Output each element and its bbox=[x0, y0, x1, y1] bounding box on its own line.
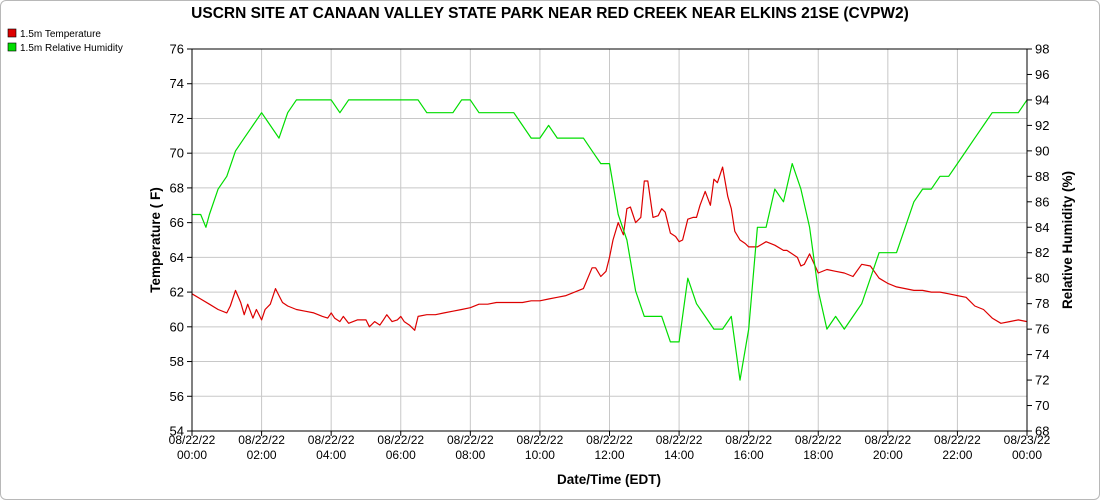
x-tick-label-time: 20:00 bbox=[873, 448, 903, 462]
y-tick-label-right: 84 bbox=[1035, 220, 1049, 235]
x-tick-label-date: 08/22/22 bbox=[934, 433, 981, 447]
x-tick-label-time: 14:00 bbox=[664, 448, 694, 462]
y-tick-label-left: 58 bbox=[170, 354, 184, 369]
y-tick-label-right: 88 bbox=[1035, 169, 1049, 184]
grid bbox=[191, 48, 1028, 432]
y-tick-label-right: 96 bbox=[1035, 67, 1049, 82]
x-tick-label-time: 02:00 bbox=[247, 448, 277, 462]
y-tick-label-left: 60 bbox=[170, 319, 184, 334]
y-tick-label-left: 74 bbox=[170, 76, 184, 91]
series-lines bbox=[191, 99, 1028, 381]
x-tick-label-time: 04:00 bbox=[316, 448, 346, 462]
y-tick-label-left: 64 bbox=[170, 250, 184, 265]
y-axis-label-right: Relative Humidity (%) bbox=[1060, 171, 1075, 309]
x-ticks: 08/22/2200:0008/22/2202:0008/22/2204:000… bbox=[169, 431, 1051, 462]
y-tick-label-right: 92 bbox=[1035, 118, 1049, 133]
y-ticks-left: 54 56 58 60 62 64 66 68 70 72 74 76 bbox=[170, 42, 192, 439]
y-tick-label-right: 80 bbox=[1035, 271, 1049, 286]
y-tick-label-left: 56 bbox=[170, 389, 184, 404]
legend-label-humidity: 1.5m Relative Humidity bbox=[20, 43, 123, 54]
y-tick-label-left: 70 bbox=[170, 146, 184, 161]
x-tick-label-time: 00:00 bbox=[177, 448, 207, 462]
x-tick-label-time: 10:00 bbox=[525, 448, 555, 462]
y-tick-label-right: 68 bbox=[1035, 424, 1049, 439]
y-tick-label-left: 68 bbox=[170, 180, 184, 195]
y-tick-label-left: 76 bbox=[170, 42, 184, 57]
x-tick-label-date: 08/22/22 bbox=[864, 433, 911, 447]
series-line-humidity bbox=[192, 99, 1028, 381]
x-tick-label-time: 22:00 bbox=[942, 448, 972, 462]
y-tick-label-right: 90 bbox=[1035, 143, 1049, 158]
y-tick-label-left: 54 bbox=[170, 424, 184, 439]
x-tick-label-time: 08:00 bbox=[455, 448, 485, 462]
x-tick-label-date: 08/22/22 bbox=[447, 433, 494, 447]
x-tick-label-date: 08/22/22 bbox=[725, 433, 772, 447]
legend: 1.5m Temperature 1.5m Relative Humidity bbox=[7, 28, 123, 54]
x-tick-label-date: 08/22/22 bbox=[656, 433, 703, 447]
x-tick-label-date: 08/23/22 bbox=[1004, 433, 1051, 447]
y-tick-label-right: 94 bbox=[1035, 92, 1049, 107]
y-tick-label-left: 66 bbox=[170, 215, 184, 230]
y-tick-label-right: 70 bbox=[1035, 398, 1049, 413]
x-tick-label-date: 08/22/22 bbox=[795, 433, 842, 447]
y-tick-label-right: 76 bbox=[1035, 322, 1049, 337]
x-tick-label-date: 08/22/22 bbox=[517, 433, 564, 447]
x-tick-label-time: 18:00 bbox=[803, 448, 833, 462]
chart-title: USCRN SITE AT CANAAN VALLEY STATE PARK N… bbox=[191, 5, 909, 22]
y-tick-label-left: 62 bbox=[170, 285, 184, 300]
y-tick-label-right: 86 bbox=[1035, 194, 1049, 209]
series-line-temperature bbox=[191, 166, 1028, 331]
y-tick-label-right: 78 bbox=[1035, 296, 1049, 311]
y-tick-label-right: 74 bbox=[1035, 347, 1049, 362]
x-tick-label-date: 08/22/22 bbox=[586, 433, 633, 447]
y-axis-label-left: Temperature ( F) bbox=[148, 187, 163, 293]
plot-area-border bbox=[191, 48, 1028, 432]
x-tick-label-date: 08/22/22 bbox=[169, 433, 216, 447]
x-tick-label-time: 00:00 bbox=[1012, 448, 1042, 462]
legend-label-temperature: 1.5m Temperature bbox=[20, 29, 101, 40]
y-tick-label-right: 72 bbox=[1035, 373, 1049, 388]
x-tick-label-time: 12:00 bbox=[594, 448, 624, 462]
x-tick-label-time: 06:00 bbox=[386, 448, 416, 462]
x-tick-label-date: 08/22/22 bbox=[308, 433, 355, 447]
y-tick-label-right: 82 bbox=[1035, 245, 1049, 260]
x-tick-label-date: 08/22/22 bbox=[238, 433, 285, 447]
y-tick-label-left: 72 bbox=[170, 111, 184, 126]
x-tick-label-date: 08/22/22 bbox=[377, 433, 424, 447]
legend-swatch-humidity bbox=[7, 42, 17, 52]
y-ticks-right: 68 70 72 74 76 78 80 82 84 86 88 90 92 94 96 98 bbox=[1027, 42, 1049, 439]
legend-swatch-temperature bbox=[7, 28, 17, 38]
x-axis-label: Date/Time (EDT) bbox=[557, 472, 661, 487]
x-tick-label-time: 16:00 bbox=[734, 448, 764, 462]
y-tick-label-right: 98 bbox=[1035, 42, 1049, 57]
